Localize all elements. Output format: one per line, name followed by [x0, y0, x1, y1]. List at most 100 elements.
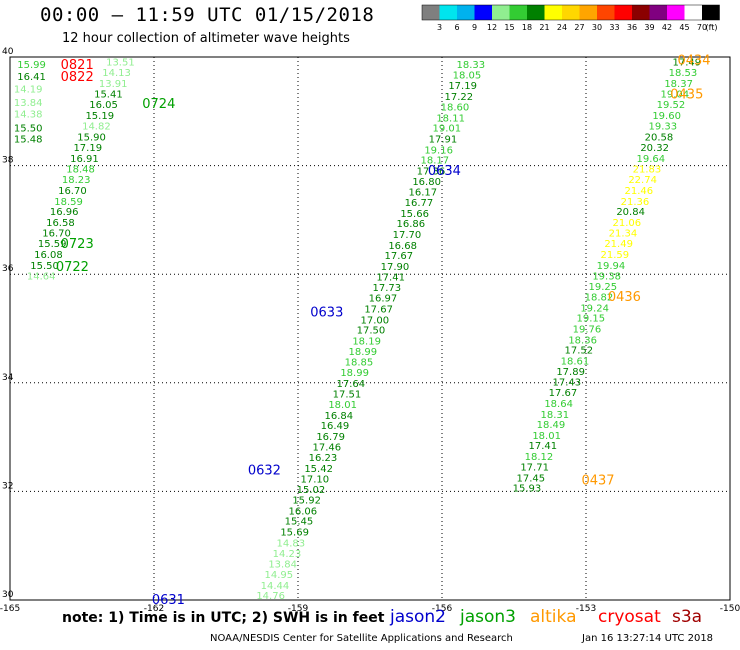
swh-value: 19.33 [648, 121, 677, 132]
swh-value: 15.50 [30, 261, 59, 272]
swh-value: 17.10 [300, 474, 329, 485]
swh-value: 18.49 [537, 420, 566, 431]
swh-value: 16.79 [316, 432, 345, 443]
swh-value: 17.70 [393, 230, 422, 241]
swh-value: 17.19 [448, 81, 477, 92]
color-scale-swatch [562, 5, 580, 20]
swh-value: 17.19 [73, 143, 102, 154]
swh-value: 15.90 [77, 132, 106, 143]
color-scale-label: 15 [504, 23, 514, 32]
swh-value: 17.51 [333, 390, 362, 401]
swh-value: 18.33 [456, 60, 485, 71]
swh-value: 18.12 [525, 452, 554, 463]
color-scale-swatch [702, 5, 720, 20]
swh-value: 16.08 [34, 250, 63, 261]
swh-value: 17.64 [336, 379, 365, 390]
color-scale-swatch [649, 5, 667, 20]
pass-time-label: 0434 [677, 54, 710, 69]
swh-value: 19.76 [573, 325, 602, 336]
y-tick-label: 30 [2, 590, 14, 600]
color-scale-label: 21 [539, 23, 549, 32]
swh-value: 14.82 [82, 121, 111, 132]
x-tick-label: -153 [576, 604, 596, 614]
color-scale-label: 9 [472, 23, 477, 32]
color-scale-swatch [492, 5, 510, 20]
color-scale-swatch [509, 5, 527, 20]
swh-value: 14.83 [276, 538, 305, 549]
swh-value: 21.34 [609, 228, 638, 239]
swh-value: 17.45 [516, 473, 545, 484]
swh-value: 21.83 [633, 164, 662, 175]
x-tick-label: -156 [432, 604, 453, 614]
color-scale-swatch [632, 5, 650, 20]
swh-value: 18.99 [340, 368, 369, 379]
swh-value: 17.71 [520, 462, 549, 473]
color-scale-swatch [422, 5, 440, 20]
swh-value: 15.02 [297, 485, 326, 496]
y-tick-label: 40 [2, 47, 14, 57]
swh-value: 18.23 [62, 175, 91, 186]
color-scale-swatch [439, 5, 457, 20]
y-tick-label: 32 [2, 481, 13, 491]
swh-value: 16.06 [288, 506, 317, 517]
x-tick-label: -159 [288, 604, 309, 614]
swh-value: 16.49 [321, 421, 350, 432]
swh-value: 16.41 [17, 72, 46, 83]
swh-value: 18.36 [568, 335, 597, 346]
pass-time-label: 0634 [428, 164, 461, 179]
color-scale-label: 33 [609, 23, 619, 32]
swh-value: 21.36 [621, 197, 650, 208]
x-tick-label: -150 [720, 604, 740, 614]
swh-value: 14.13 [102, 68, 131, 79]
swh-value: 17.43 [552, 378, 581, 389]
color-scale-swatch [684, 5, 702, 20]
swh-value: 18.01 [328, 400, 357, 411]
swh-value: 18.64 [544, 399, 573, 410]
swh-value: 18.48 [66, 164, 95, 175]
swh-value: 18.11 [436, 113, 465, 124]
swh-value: 15.41 [94, 89, 123, 100]
swh-value: 19.94 [597, 261, 626, 272]
swh-value: 14.19 [14, 84, 43, 95]
swh-value: 19.64 [636, 154, 665, 165]
color-scale-label: 39 [644, 23, 654, 32]
swh-value: 17.89 [556, 367, 585, 378]
swh-value: 14.76 [256, 591, 285, 602]
swh-value: 15.99 [17, 60, 46, 71]
pass-time-label: 0437 [581, 473, 614, 488]
legend-altika: altika [530, 607, 577, 627]
pass-time-label: 0631 [152, 593, 185, 608]
swh-value: 22.74 [628, 175, 657, 186]
swh-value: 16.17 [408, 188, 437, 199]
swh-value: 15.66 [400, 209, 429, 220]
swh-value: 15.59 [38, 239, 67, 250]
color-scale-unit: (ft) [706, 23, 718, 32]
swh-value: 14.23 [273, 549, 302, 560]
x-tick-label: -162 [144, 604, 164, 614]
legend-jason3: jason3 [460, 607, 516, 627]
swh-value: 16.70 [42, 228, 71, 239]
swh-value: 18.53 [669, 68, 698, 79]
swh-value: 18.61 [561, 357, 590, 368]
swh-value: 18.59 [54, 197, 83, 208]
swh-value: 20.84 [616, 207, 645, 218]
color-scale-label: 45 [679, 23, 689, 32]
swh-value: 15.69 [280, 528, 309, 539]
swh-value: 14.38 [14, 109, 43, 120]
swh-value: 18.17 [420, 156, 449, 167]
swh-value: 17.49 [672, 57, 701, 68]
swh-value: 16.58 [46, 218, 75, 229]
pass-time-label: 0821 [61, 58, 94, 73]
color-scale-swatch [474, 5, 492, 20]
swh-value: 18.82 [585, 292, 614, 303]
swh-value: 16.84 [324, 411, 353, 422]
color-scale-swatch [544, 5, 562, 20]
swh-value: 21.59 [600, 250, 629, 261]
swh-value: 15.92 [292, 496, 321, 507]
color-scale-frame [421, 4, 720, 21]
pass-time-label: 0633 [310, 306, 343, 321]
credit-line: NOAA/NESDIS Center for Satellite Applica… [210, 633, 513, 644]
swh-value: 16.05 [89, 100, 118, 111]
color-scale-label: 30 [592, 23, 602, 32]
pass-time-label: 0723 [61, 237, 94, 252]
